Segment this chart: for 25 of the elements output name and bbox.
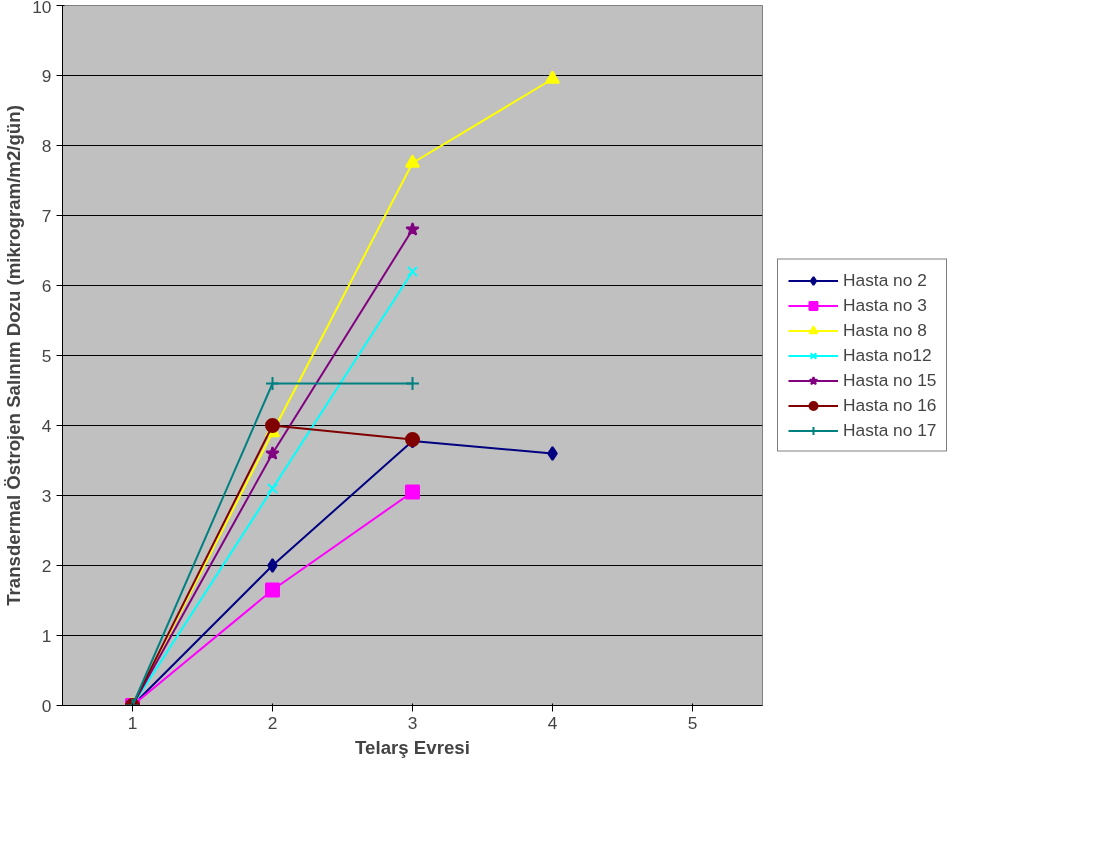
x-tick-label: 1 [127, 712, 138, 733]
y-tick-label: 9 [41, 65, 52, 86]
legend-label: Hasta no 8 [843, 319, 927, 341]
y-tick-label: 2 [41, 555, 52, 576]
y-tick-label: 3 [41, 485, 52, 506]
legend-label: Hasta no 15 [843, 369, 937, 391]
y-tick-label: 0 [41, 695, 52, 716]
y-tick-label: 6 [41, 275, 52, 296]
y-tick-label: 7 [41, 205, 52, 226]
y-axis-title: Transdermal Östrojen Salınım Dozu (mikrogram/m2/gün) [3, 105, 25, 606]
legend-label: Hasta no 16 [843, 394, 937, 416]
y-tick-label: 8 [41, 135, 52, 156]
x-axis-title: Telarş Evresi [355, 736, 470, 758]
x-tick-label: 3 [407, 712, 418, 733]
x-tick-label: 2 [267, 712, 278, 733]
legend-label: Hasta no 17 [843, 419, 937, 441]
y-tick-label: 10 [32, 0, 52, 17]
x-tick-label: 5 [687, 712, 698, 733]
y-tick-label: 4 [41, 415, 52, 436]
legend-label: Hasta no 3 [843, 294, 927, 316]
legend-label: Hasta no 2 [843, 269, 927, 291]
x-tick-label: 4 [547, 712, 558, 733]
y-tick-label: 5 [41, 345, 52, 366]
y-tick-label: 1 [41, 625, 52, 646]
legend-label: Hasta no12 [843, 344, 932, 366]
